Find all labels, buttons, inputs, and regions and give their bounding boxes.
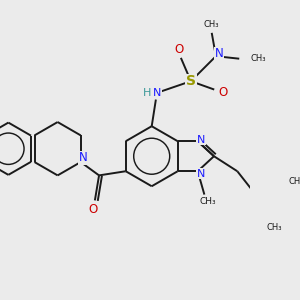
Text: N: N [215,47,224,60]
Text: S: S [186,74,196,88]
Text: O: O [175,43,184,56]
Text: N: N [197,169,205,179]
Text: O: O [88,203,98,216]
Text: CH₃: CH₃ [266,224,282,232]
Text: N: N [153,88,162,98]
Text: H: H [143,88,152,98]
Text: CH₃: CH₃ [288,177,300,186]
Text: CH₃: CH₃ [204,20,220,29]
Text: CH₃: CH₃ [251,54,266,63]
Text: CH₃: CH₃ [200,197,216,206]
Text: O: O [218,85,227,98]
Text: N: N [79,152,88,164]
Text: N: N [197,135,205,145]
